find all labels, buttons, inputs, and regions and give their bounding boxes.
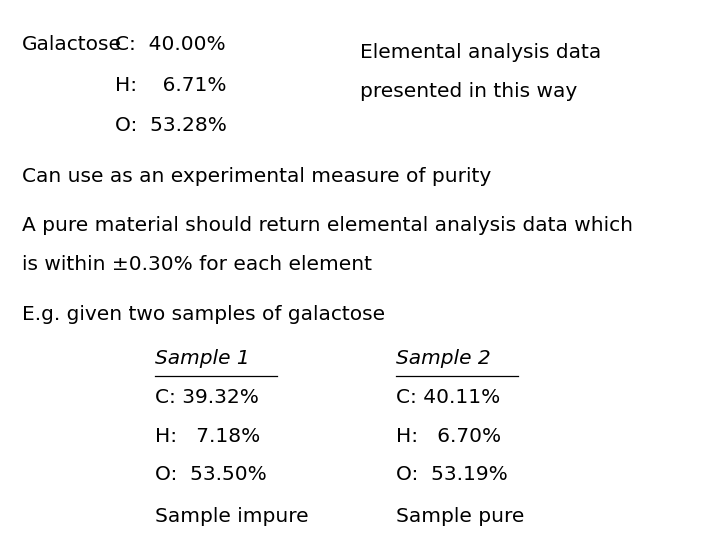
Text: O:  53.50%: O: 53.50% (155, 465, 266, 484)
Text: presented in this way: presented in this way (360, 82, 577, 101)
Text: Sample impure: Sample impure (155, 507, 308, 525)
Text: O:  53.28%: O: 53.28% (115, 116, 227, 135)
Text: H:    6.71%: H: 6.71% (115, 76, 227, 94)
Text: O:  53.19%: O: 53.19% (396, 465, 508, 484)
Text: A pure material should return elemental analysis data which: A pure material should return elemental … (22, 216, 633, 235)
Text: Galactose: Galactose (22, 35, 122, 54)
Text: Elemental analysis data: Elemental analysis data (360, 43, 601, 62)
Text: C: 39.32%: C: 39.32% (155, 388, 258, 407)
Text: H:   6.70%: H: 6.70% (396, 427, 501, 446)
Text: Sample 2: Sample 2 (396, 349, 490, 368)
Text: is within ±0.30% for each element: is within ±0.30% for each element (22, 255, 372, 274)
Text: H:   7.18%: H: 7.18% (155, 427, 260, 446)
Text: Sample pure: Sample pure (396, 507, 524, 525)
Text: C:  40.00%: C: 40.00% (115, 35, 226, 54)
Text: C: 40.11%: C: 40.11% (396, 388, 500, 407)
Text: Sample 1: Sample 1 (155, 349, 249, 368)
Text: Can use as an experimental measure of purity: Can use as an experimental measure of pu… (22, 167, 491, 186)
Text: E.g. given two samples of galactose: E.g. given two samples of galactose (22, 305, 384, 323)
